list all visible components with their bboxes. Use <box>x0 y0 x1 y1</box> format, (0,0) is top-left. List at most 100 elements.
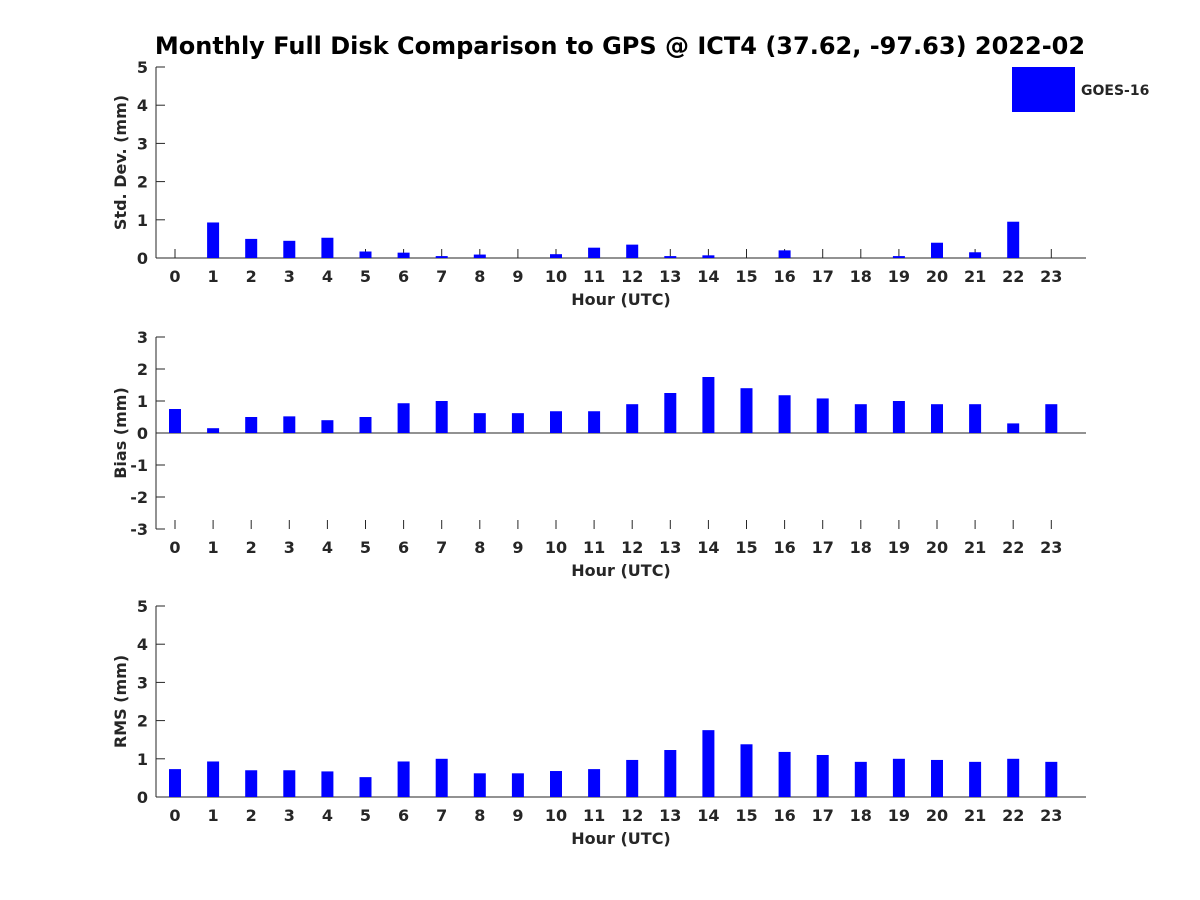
x-tick-label: 19 <box>888 267 910 286</box>
bar-hour-1 <box>207 428 220 433</box>
x-tick-label: 3 <box>284 267 295 286</box>
x-tick-label: 22 <box>1002 806 1024 825</box>
bar-hour-7 <box>435 758 448 797</box>
bar-hour-10 <box>550 771 562 797</box>
x-tick-label: 7 <box>436 806 447 825</box>
x-axis-label: Hour (UTC) <box>571 829 671 848</box>
bar-hour-6 <box>397 403 410 433</box>
bar-hour-10 <box>550 254 562 258</box>
x-tick-label: 20 <box>926 538 948 557</box>
bar-hour-8 <box>473 413 486 433</box>
x-tick-label: 11 <box>583 538 605 557</box>
x-tick-label: 8 <box>474 267 485 286</box>
bar-hour-16 <box>778 751 791 797</box>
x-tick-label: 23 <box>1040 267 1062 286</box>
x-tick-label: 14 <box>697 806 719 825</box>
bar-hour-7 <box>435 401 448 433</box>
bar-hour-12 <box>626 244 639 258</box>
x-tick-label: 19 <box>888 538 910 557</box>
x-tick-label: 11 <box>583 806 605 825</box>
x-tick-label: 20 <box>926 806 948 825</box>
x-tick-label: 9 <box>512 538 523 557</box>
x-tick-label: 17 <box>812 267 834 286</box>
bar-hour-9 <box>511 413 524 433</box>
bar-hour-2 <box>245 238 258 258</box>
bar-hour-19 <box>892 256 905 258</box>
x-tick-label: 12 <box>621 267 643 286</box>
y-tick-label: 1 <box>137 750 148 769</box>
x-tick-label: 7 <box>436 538 447 557</box>
y-axis-label: Std. Dev. (mm) <box>111 95 130 230</box>
bar-hour-8 <box>473 254 486 258</box>
bar-hour-4 <box>321 420 334 433</box>
x-tick-label: 18 <box>850 806 872 825</box>
x-tick-label: 6 <box>398 806 409 825</box>
bar-hour-17 <box>816 398 829 433</box>
bar-hour-5 <box>359 417 372 433</box>
legend: GOES-16 <box>1012 67 1149 112</box>
bar-hour-21 <box>969 252 982 258</box>
figure-title: Monthly Full Disk Comparison to GPS @ IC… <box>155 32 1085 60</box>
y-tick-label: -2 <box>130 488 148 507</box>
bar-hour-4 <box>321 237 334 258</box>
bar-hour-23 <box>1045 404 1058 433</box>
x-tick-label: 13 <box>659 806 681 825</box>
bar-hour-3 <box>283 416 296 433</box>
x-tick-label: 0 <box>169 267 180 286</box>
x-tick-label: 21 <box>964 267 986 286</box>
bar-hour-12 <box>626 759 639 797</box>
x-tick-label: 3 <box>284 538 295 557</box>
x-tick-label: 15 <box>735 538 757 557</box>
bar-hour-0 <box>169 409 181 433</box>
bar-hour-10 <box>550 411 562 433</box>
x-tick-label: 15 <box>735 267 757 286</box>
x-tick-label: 11 <box>583 267 605 286</box>
x-tick-label: 16 <box>773 806 795 825</box>
bar-hour-20 <box>931 242 943 258</box>
x-tick-label: 19 <box>888 806 910 825</box>
y-tick-label: -1 <box>130 456 148 475</box>
y-axis-label: RMS (mm) <box>111 655 130 748</box>
x-tick-label: 10 <box>545 538 567 557</box>
bar-hour-6 <box>397 252 410 258</box>
x-axis-label: Hour (UTC) <box>571 561 671 580</box>
bar-hour-17 <box>816 754 829 797</box>
x-tick-label: 3 <box>284 806 295 825</box>
y-tick-label: 2 <box>137 173 148 192</box>
bar-hour-1 <box>207 222 220 258</box>
legend-swatch <box>1012 67 1075 112</box>
bar-hour-11 <box>588 769 601 797</box>
y-tick-label: 1 <box>137 392 148 411</box>
x-tick-label: 0 <box>169 538 180 557</box>
y-axis-label: Bias (mm) <box>111 387 130 479</box>
bar-hour-16 <box>778 250 791 258</box>
x-tick-label: 21 <box>964 806 986 825</box>
bar-hour-20 <box>931 759 943 797</box>
x-tick-label: 4 <box>322 538 333 557</box>
y-tick-label: 0 <box>137 788 148 807</box>
y-tick-label: 3 <box>137 134 148 153</box>
x-tick-label: 14 <box>697 267 719 286</box>
bar-hour-6 <box>397 761 410 797</box>
x-tick-label: 13 <box>659 538 681 557</box>
bar-hour-2 <box>245 417 258 433</box>
bar-hour-22 <box>1007 758 1020 797</box>
x-tick-label: 2 <box>246 538 257 557</box>
bar-hour-13 <box>664 750 677 797</box>
legend-label: GOES-16 <box>1081 83 1149 99</box>
bar-hour-12 <box>626 404 639 433</box>
x-tick-label: 18 <box>850 538 872 557</box>
bar-hour-5 <box>359 251 372 258</box>
bar-hour-14 <box>702 255 715 258</box>
x-tick-label: 1 <box>208 267 219 286</box>
bar-hour-11 <box>588 411 601 433</box>
bar-hour-18 <box>854 761 867 797</box>
y-tick-label: 5 <box>137 58 148 77</box>
x-tick-label: 22 <box>1002 538 1024 557</box>
bar-hour-3 <box>283 770 296 797</box>
x-tick-label: 6 <box>398 267 409 286</box>
x-tick-label: 18 <box>850 267 872 286</box>
x-tick-label: 10 <box>545 806 567 825</box>
